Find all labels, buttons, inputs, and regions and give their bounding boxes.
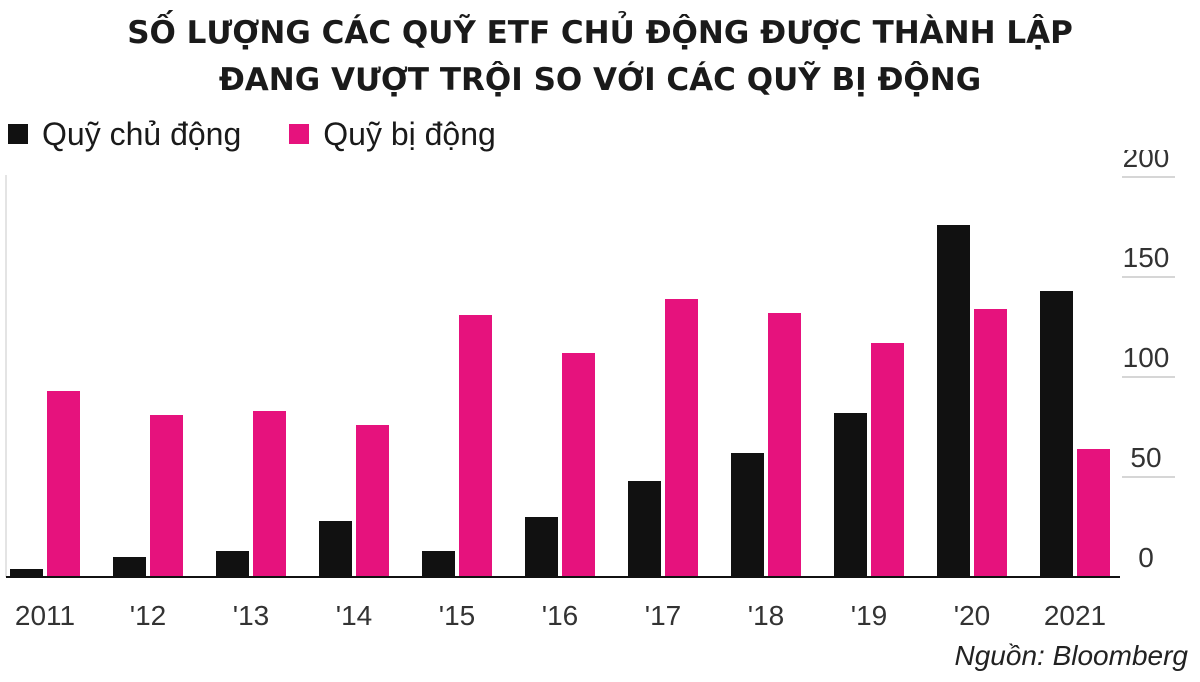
- bar-passive: [871, 343, 904, 577]
- x-tick-label: '15: [439, 600, 476, 631]
- legend-item-passive: Quỹ bị động: [289, 116, 496, 153]
- bar-active: [525, 517, 558, 577]
- chart-title: SỐ LƯỢNG CÁC QUỸ ETF CHỦ ĐỘNG ĐƯỢC THÀNH…: [0, 10, 1200, 104]
- chart-legend: Quỹ chủ động Quỹ bị động: [8, 112, 544, 156]
- bar-passive: [768, 313, 801, 577]
- chart-title-line-2: ĐANG VƯỢT TRỘI SO VỚI CÁC QUỸ BỊ ĐỘNG: [218, 62, 982, 98]
- x-tick-label: '20: [954, 600, 991, 631]
- x-tick-label: '16: [542, 600, 579, 631]
- x-tick-label: 2021: [1044, 600, 1106, 631]
- bar-active: [422, 551, 455, 577]
- bar-chart: 0 50 100 150 200 2011 '12 '13 '14 '15 '16 '17 '18 '19…: [5, 150, 1175, 631]
- x-tick-label: '13: [233, 600, 270, 631]
- bar-active: [731, 453, 764, 577]
- legend-swatch-active: [8, 124, 28, 144]
- legend-item-active: Quỹ chủ động: [8, 116, 241, 153]
- legend-label-active: Quỹ chủ động: [42, 115, 242, 152]
- bar-passive: [459, 315, 492, 577]
- bar-active: [10, 569, 43, 577]
- x-tick-label: '14: [336, 600, 373, 631]
- bar-active: [937, 225, 970, 577]
- bar-active: [216, 551, 249, 577]
- legend-swatch-passive: [289, 124, 310, 144]
- bar-passive: [356, 425, 389, 577]
- bar-active: [1040, 291, 1073, 577]
- source-note: Nguồn: Bloomberg: [954, 640, 1188, 671]
- x-tick-label: 2011: [15, 600, 75, 631]
- y-tick-label: 100: [1123, 342, 1170, 373]
- bar-passive: [253, 411, 286, 577]
- chart-title-line-1: SỐ LƯỢNG CÁC QUỸ ETF CHỦ ĐỘNG ĐƯỢC THÀNH…: [127, 15, 1073, 51]
- bar-active: [113, 557, 146, 577]
- bar-active: [628, 481, 661, 577]
- bar-passive: [47, 391, 80, 577]
- y-tick-label: 0: [1138, 542, 1154, 573]
- y-tick-label: 150: [1123, 242, 1170, 273]
- bar-active: [834, 413, 867, 577]
- x-tick-label: '18: [748, 600, 785, 631]
- x-tick-label: '12: [130, 600, 167, 631]
- bar-passive: [150, 415, 183, 577]
- bar-passive: [974, 309, 1007, 577]
- legend-label-passive: Quỹ bị động: [323, 115, 496, 152]
- x-tick-label: '17: [645, 600, 682, 631]
- bar-passive: [665, 299, 698, 577]
- bar-active: [319, 521, 352, 577]
- y-tick-label: 50: [1130, 442, 1161, 473]
- y-tick-label: 200: [1123, 150, 1170, 173]
- bar-passive: [562, 353, 595, 577]
- bar-passive: [1077, 449, 1110, 577]
- x-tick-label: '19: [851, 600, 888, 631]
